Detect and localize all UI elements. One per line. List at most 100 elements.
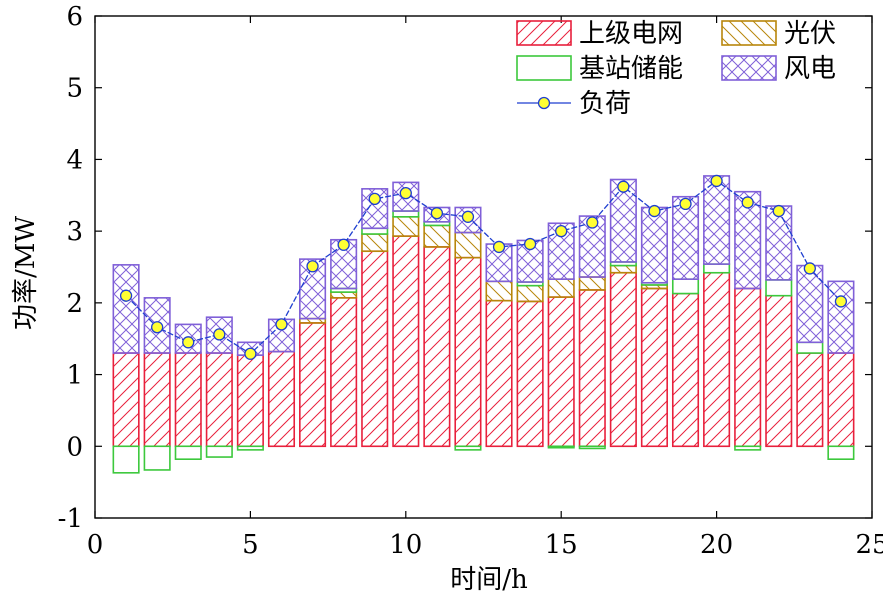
bar-s3-h18 — [640, 206, 668, 284]
bar-s1-h15 — [547, 278, 575, 298]
bar-s0-h23 — [796, 352, 824, 448]
bar-s2-h2 — [143, 445, 171, 471]
bar-s2-h20 — [703, 263, 731, 274]
bar-s0-h8 — [330, 297, 358, 448]
y-tick-label-3: 3 — [66, 217, 83, 247]
x-tick-label-15: 15 — [545, 530, 578, 560]
load-point-h20 — [710, 174, 723, 188]
load-point-h19 — [679, 197, 692, 211]
bar-s0-h4 — [205, 352, 233, 448]
bar-s0-h13 — [485, 299, 513, 448]
bar-s0-h9 — [361, 250, 389, 448]
load-point-h2 — [151, 321, 164, 334]
plot-frame — [94, 15, 873, 519]
bar-s3-h23 — [796, 264, 824, 344]
bar-s2-h15 — [547, 445, 575, 449]
legend-label-3: 风电 — [784, 54, 836, 84]
bar-s1-h14 — [516, 284, 544, 303]
load-point-h11 — [430, 207, 444, 220]
bar-s0-h2 — [143, 352, 171, 448]
x-axis-label: 时间/h — [450, 565, 528, 595]
load-line — [125, 180, 842, 355]
load-point-h8 — [337, 238, 350, 251]
bar-s3-h20 — [703, 175, 731, 265]
x-tick-label-20: 20 — [700, 530, 733, 560]
load-point-h12 — [461, 210, 475, 223]
load-line-layer — [119, 174, 848, 360]
bar-s1-h13 — [485, 280, 513, 302]
bar-s0-h21 — [734, 287, 762, 448]
bar-s3-h17 — [609, 178, 637, 263]
bar-s2-h3 — [174, 445, 202, 460]
load-point-h23 — [803, 262, 816, 275]
load-point-h1 — [119, 289, 133, 302]
bar-s2-h4 — [205, 445, 233, 458]
legend-label-4: 负荷 — [579, 89, 631, 119]
bar-s2-h5 — [236, 445, 264, 451]
load-point-h7 — [306, 260, 319, 273]
bar-s3-h16 — [578, 215, 606, 278]
legend-label-0: 上级电网 — [579, 19, 683, 49]
legend-label-2: 基站储能 — [579, 54, 683, 84]
bar-s3-h1 — [112, 264, 140, 354]
bar-s1-h9 — [361, 233, 389, 253]
bar-s0-h1 — [112, 352, 140, 448]
y-tick-label-2: 2 — [66, 289, 83, 319]
load-point-h18 — [648, 204, 661, 218]
y-tick-label-4: 4 — [66, 145, 83, 175]
y-tick-label-6: 6 — [66, 2, 83, 32]
bar-s2-h24 — [827, 445, 855, 460]
load-point-h22 — [772, 204, 785, 218]
bar-s0-h22 — [765, 294, 793, 448]
y-tick-label--1: -1 — [58, 504, 83, 534]
load-point-h4 — [213, 328, 226, 341]
bar-s3-h2 — [143, 297, 171, 354]
bar-s2-h22 — [765, 279, 793, 297]
bar-s0-h12 — [454, 256, 482, 448]
bar-s2-h21 — [734, 445, 762, 451]
x-tick-label-5: 5 — [242, 530, 259, 560]
bar-s1-h8 — [330, 291, 358, 299]
bar-s0-h7 — [299, 322, 327, 448]
y-tick-label-1: 1 — [66, 361, 83, 391]
bar-s2-h16 — [578, 445, 606, 450]
y-tick-label-0: 0 — [66, 432, 83, 462]
load-point-h5 — [244, 347, 257, 360]
legend-swatch-0 — [516, 20, 572, 46]
load-point-h15 — [555, 224, 568, 238]
bar-s0-h24 — [827, 352, 855, 448]
load-point-h9 — [368, 192, 381, 206]
x-tick-label-25: 25 — [855, 530, 883, 560]
bar-s2-h23 — [796, 341, 824, 354]
bar-s1-h16 — [578, 276, 606, 291]
y-tick-label-5: 5 — [66, 74, 83, 104]
bar-s0-h6 — [267, 350, 296, 448]
bar-s2-h10 — [392, 210, 420, 218]
bar-s1-h12 — [454, 231, 482, 259]
bar-s0-h19 — [671, 292, 700, 448]
bar-s1-h11 — [423, 224, 451, 248]
bar-s0-h20 — [703, 271, 731, 448]
legend-swatch-1 — [721, 20, 777, 46]
bar-s0-h11 — [423, 246, 451, 448]
bar-s2-h9 — [361, 227, 389, 235]
load-point-h17 — [617, 180, 630, 193]
bar-s0-h16 — [578, 289, 606, 448]
y-axis-label: 功率/MW — [11, 216, 41, 330]
bar-s1-h17 — [609, 264, 637, 274]
bar-s2-h1 — [112, 445, 140, 474]
bar-s0-h10 — [392, 235, 420, 448]
bar-s0-h17 — [609, 271, 637, 448]
bar-s3-h6 — [267, 318, 296, 353]
legend-label-1: 光伏 — [784, 19, 836, 49]
bar-s0-h14 — [516, 300, 544, 448]
bar-s0-h5 — [236, 354, 264, 448]
bars-layer — [112, 175, 855, 474]
load-point-h16 — [586, 216, 599, 229]
load-point-h6 — [275, 318, 288, 331]
x-tick-label-0: 0 — [87, 530, 104, 560]
legend-line-marker — [537, 96, 551, 110]
